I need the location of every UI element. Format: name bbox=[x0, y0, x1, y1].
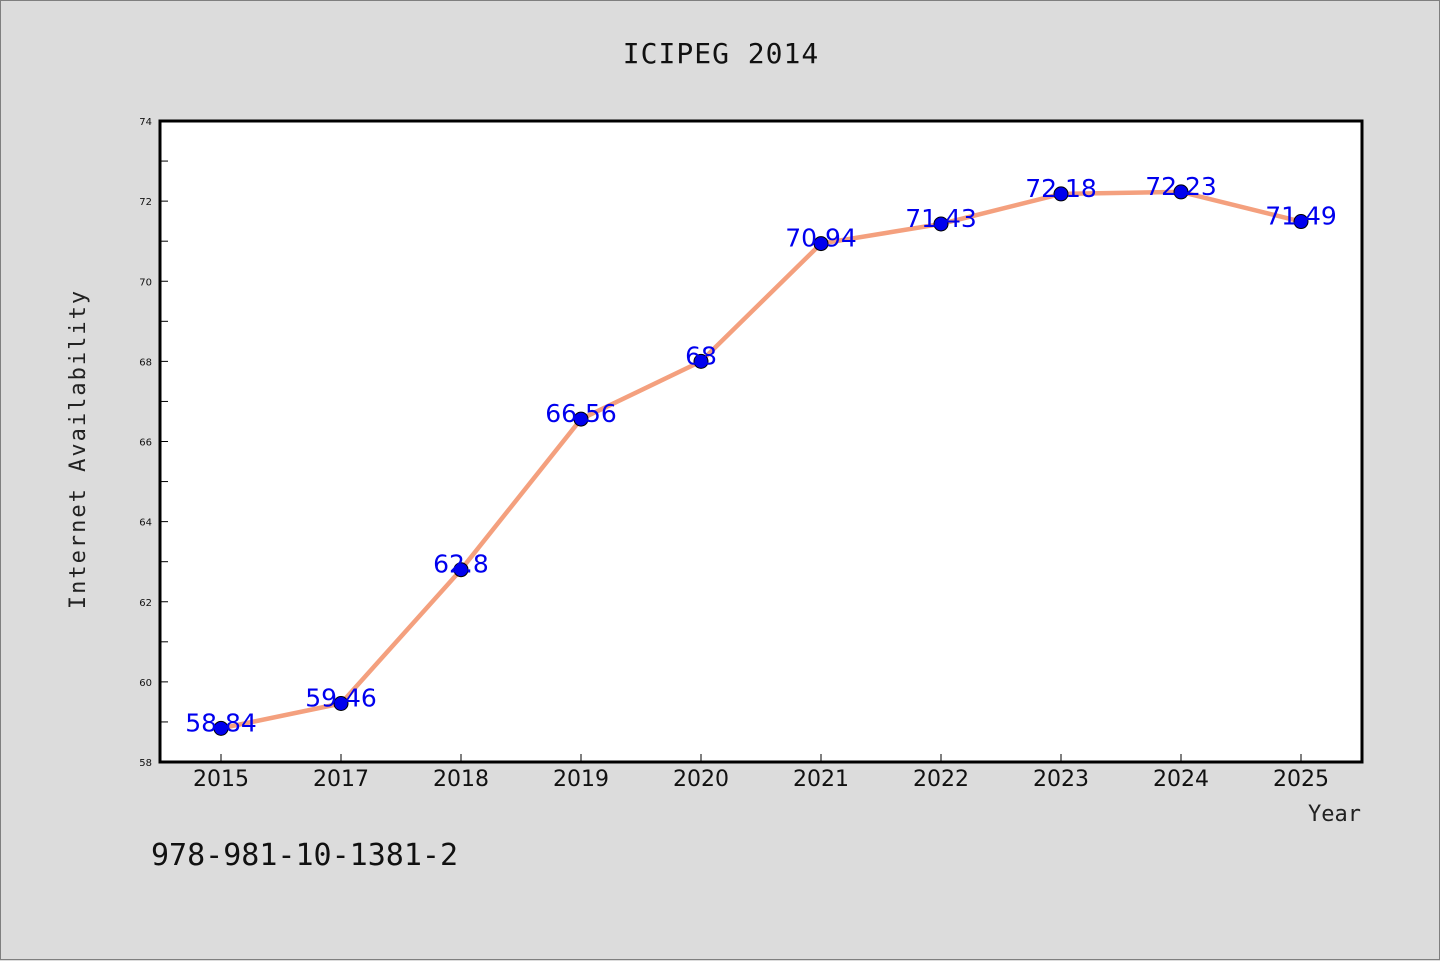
y-tick-label: 60 bbox=[139, 678, 152, 689]
x-tick-label: 2024 bbox=[1153, 767, 1209, 792]
data-label: 58.84 bbox=[185, 708, 257, 737]
y-axis-label: Internet Availability bbox=[66, 289, 91, 609]
data-label: 59.46 bbox=[305, 684, 377, 713]
y-tick-label: 74 bbox=[139, 117, 152, 128]
y-tick-label: 66 bbox=[139, 438, 152, 449]
data-label: 68 bbox=[685, 341, 717, 370]
data-label: 71.43 bbox=[905, 204, 977, 233]
data-label: 62.8 bbox=[433, 550, 489, 579]
x-tick-label: 2021 bbox=[793, 767, 849, 792]
y-tick-label: 62 bbox=[139, 598, 152, 609]
x-tick-label: 2022 bbox=[913, 767, 969, 792]
data-point bbox=[933, 216, 949, 232]
data-point bbox=[1293, 214, 1309, 230]
data-label: 72.18 bbox=[1025, 174, 1097, 203]
data-point bbox=[573, 411, 589, 427]
data-point bbox=[1173, 184, 1189, 200]
x-tick-label: 2017 bbox=[313, 767, 369, 792]
footer-isbn: 978-981-10-1381-2 bbox=[151, 838, 458, 873]
series-line bbox=[220, 189, 1302, 731]
x-tick-label: 2023 bbox=[1033, 767, 1089, 792]
x-axis: 2015 2017 2018 2019 2020 2021 2022 2023 2024 2025 bbox=[193, 754, 1329, 792]
data-point bbox=[453, 562, 469, 578]
y-tick-label: 64 bbox=[139, 518, 152, 529]
x-tick-label: 2019 bbox=[553, 767, 609, 792]
x-tick-label: 2018 bbox=[433, 767, 489, 792]
data-point bbox=[693, 353, 709, 369]
y-tick-label: 72 bbox=[139, 197, 152, 208]
data-point bbox=[333, 696, 349, 712]
y-axis: 58 60 62 64 66 68 70 72 74 bbox=[139, 117, 168, 769]
data-point bbox=[813, 236, 829, 252]
data-label: 71.49 bbox=[1265, 202, 1337, 231]
chart-title: ICIPEG 2014 bbox=[623, 37, 819, 70]
data-label: 70.94 bbox=[785, 224, 857, 253]
data-label: 66.56 bbox=[545, 399, 617, 428]
x-tick-label: 2015 bbox=[193, 767, 249, 792]
y-tick-label: 70 bbox=[139, 277, 152, 288]
y-tick-label: 58 bbox=[139, 758, 152, 769]
x-tick-label: 2025 bbox=[1273, 767, 1329, 792]
series-layer: 58.84 59.46 62.8 66.56 68 70.94 71.43 72.18 72.2… bbox=[185, 172, 1337, 737]
x-tick-label: 2020 bbox=[673, 767, 729, 792]
data-point bbox=[213, 720, 229, 736]
plot-area bbox=[158, 119, 1364, 764]
y-tick-label: 68 bbox=[139, 357, 152, 368]
x-axis-label: Year bbox=[1308, 802, 1361, 827]
data-label: 72.23 bbox=[1145, 172, 1217, 201]
data-point bbox=[1053, 186, 1069, 202]
